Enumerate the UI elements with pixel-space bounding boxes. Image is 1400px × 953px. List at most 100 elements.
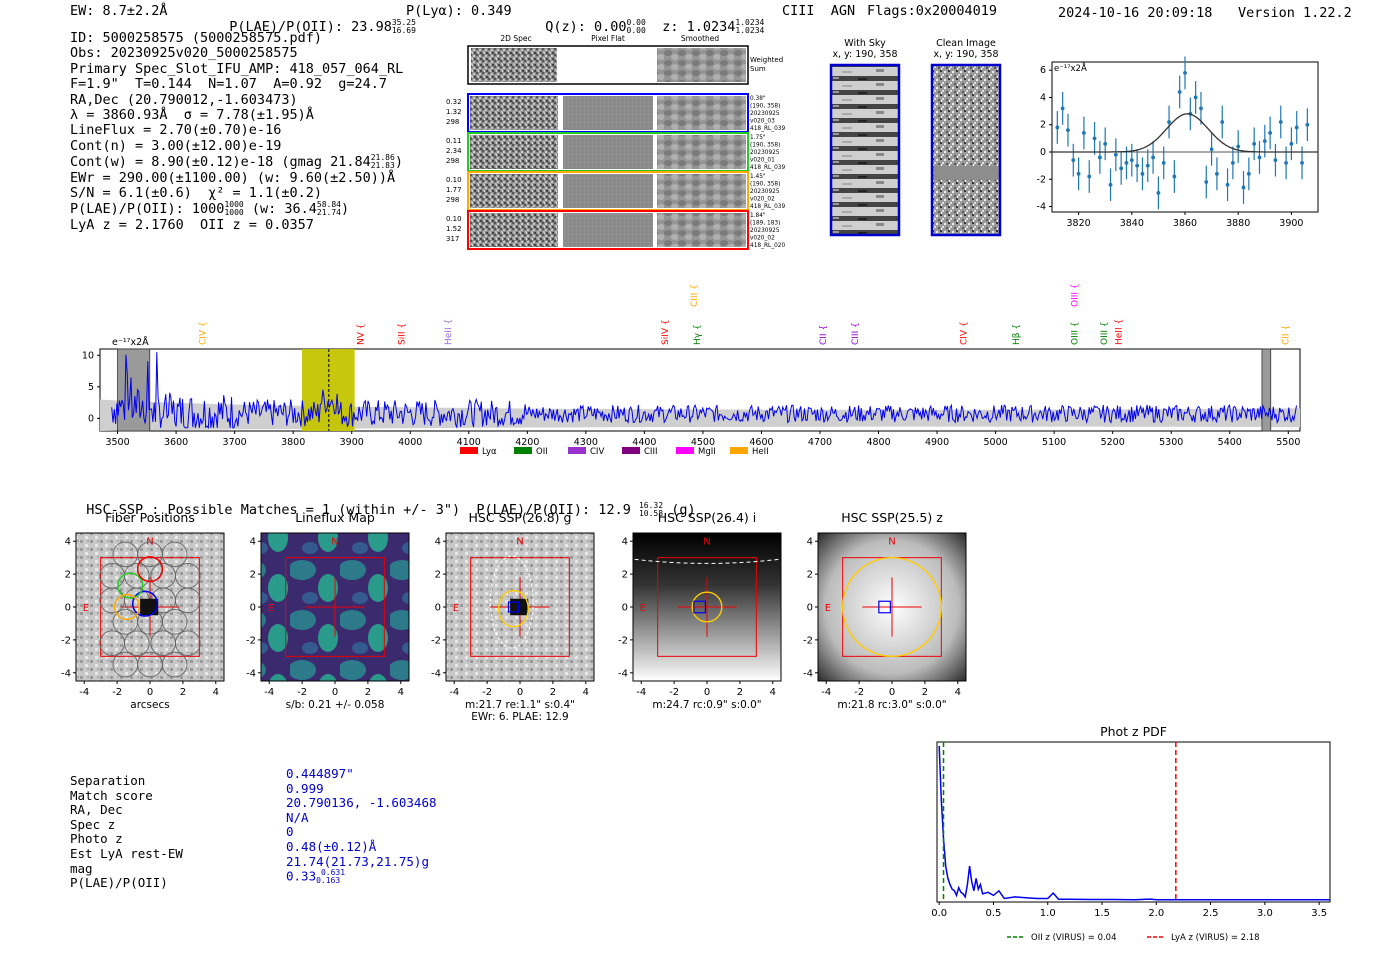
linefit-point <box>1177 90 1182 94</box>
cutout-ytick-label: -4 <box>431 668 441 679</box>
match-value: 20.790136, -1.603468 <box>286 795 437 811</box>
cutout-xtick-label: 0 <box>704 687 710 698</box>
spectrum-legend-swatch <box>514 447 532 454</box>
spectrum-xtick-label: 3900 <box>340 437 364 448</box>
spectrum-xtick-label: 4100 <box>457 437 481 448</box>
linefit-point <box>1129 158 1134 163</box>
linefit-point <box>1172 174 1177 179</box>
weighted-sum-smoothed <box>657 48 746 82</box>
info-lya-z: LyA z = 2.1760 OII z = 0.0357 <box>70 216 314 233</box>
spectrum-line-label: CII { <box>1281 325 1291 345</box>
cutout-xtick-label: -2 <box>112 687 122 698</box>
linefit-point <box>1204 180 1209 184</box>
spectrum-line-label: HeII { <box>444 319 454 345</box>
linefit-point <box>1055 125 1060 130</box>
stamp-row-right-info: 20230925 <box>750 189 780 195</box>
spectrum-legend-swatch <box>730 447 748 454</box>
stamp-row-2dspec <box>470 174 558 208</box>
linefit-point <box>1060 106 1065 111</box>
cutout-compass-e: E <box>453 603 459 614</box>
stamp-row-2dspec <box>470 135 558 169</box>
spectrum-legend-label: Lyα <box>482 447 497 457</box>
cutout-xtick-label: 0 <box>517 687 523 698</box>
cutout-match-box <box>878 600 891 614</box>
info-radec: RA,Dec (20.790012,-1.603473) <box>70 91 298 108</box>
ccd-images <box>829 63 1002 237</box>
spectrum-legend-label: OII <box>536 447 548 457</box>
cutout-xtick-label: -4 <box>821 687 831 698</box>
cutout-xtick-label: -2 <box>297 687 307 698</box>
cutout-ytick-label: 2 <box>250 570 256 581</box>
cutout-aperture-box <box>100 557 200 657</box>
cutout-ytick-label: 4 <box>65 537 71 548</box>
cutout-xtick-label: 2 <box>922 687 928 698</box>
stamp-row-smoothed <box>657 135 746 169</box>
stamp-row-right-info: 20230925 <box>750 111 780 117</box>
spectrum-xtick-label: 3500 <box>105 437 129 448</box>
spectrum-xtick-label: 4300 <box>574 437 598 448</box>
spectrum-line-label: SiIV { <box>661 319 671 345</box>
cutout-title: Fiber Positions <box>105 510 195 525</box>
linefit-point <box>1140 171 1145 176</box>
spectrum-xtick-label: 4200 <box>515 437 539 448</box>
linefit-point <box>1246 171 1251 176</box>
cutout-highlight-fiber <box>131 590 159 617</box>
spectrum-line-label: SiII { <box>397 323 407 345</box>
photz-xtick-label: 2.5 <box>1203 908 1219 919</box>
linefit-xtick-label: 3840 <box>1120 218 1144 229</box>
linefit-point <box>1183 71 1187 75</box>
stamp-row-right-info: 1.84" <box>750 213 766 219</box>
stamp-row-left-stat: 0.10 <box>446 176 462 184</box>
stamp-row-left-stat: 0.10 <box>446 215 462 223</box>
cutout-compass-e: E <box>83 603 89 614</box>
stamp-row-pixelflat <box>563 135 653 169</box>
info-lineflux: LineFlux = 2.70(±0.70)e-16 <box>70 122 282 139</box>
linefit-ytick-label: 4 <box>1040 92 1046 103</box>
detection-info: ID: 5000258575 (5000258575.pdf) Obs: 202… <box>70 30 404 233</box>
cutout-compass-n: N <box>888 537 895 548</box>
linefit-point <box>1082 131 1086 135</box>
info-primary: Primary Spec_Slot_IFU_AMP: 418_057_064_R… <box>70 60 404 77</box>
match-label: Match score <box>70 787 153 803</box>
linefit-point <box>1284 161 1288 165</box>
match-value: N/A <box>286 809 309 825</box>
cutout-xtick-label: -4 <box>264 687 274 698</box>
weighted-sum-label-1: Weighted <box>750 56 783 64</box>
stamp-row-left-stat: 298 <box>446 118 459 126</box>
cutout-ytick-label: 4 <box>435 537 441 548</box>
linefit-point <box>1278 120 1283 124</box>
header-timestamp: 2024-10-16 20:09:18 <box>1058 5 1213 21</box>
linefit-point <box>1076 171 1081 176</box>
line-fit-chart: e⁻¹⁷x2Å 3820 3840 3860 3880 3900 -4 -2 0 2 4 6 <box>1037 56 1319 229</box>
linefit-ytick-label: 6 <box>1040 65 1046 76</box>
spectrum-unit-label: e⁻¹⁷x2Å <box>112 336 149 348</box>
stamp-row-left-stat: 2.34 <box>446 147 462 155</box>
cutout-xtick-label: 0 <box>889 687 895 698</box>
spectrum-xtick-label: 3600 <box>164 437 188 448</box>
linefit-ytick-label: 2 <box>1040 120 1046 131</box>
cutout-ytick-label: -4 <box>61 668 71 679</box>
with-sky-title: With Sky <box>844 38 886 49</box>
hsc-title: HSC-SSP : Possible Matches = 1 (within +… <box>86 501 696 519</box>
spectrum-flux-line <box>111 352 1297 430</box>
cutout-highlight-fiber <box>117 572 144 599</box>
match-label: Spec z <box>70 816 116 832</box>
cutout-ytick-label: 0 <box>807 603 813 614</box>
stamp-row-smoothed <box>657 174 746 208</box>
linefit-point <box>1262 139 1267 143</box>
match-value: 0.444897" <box>286 766 354 781</box>
linefit-point <box>1257 155 1262 160</box>
spectrum-xtick-label: 3800 <box>281 437 305 448</box>
linefit-point <box>1268 131 1273 135</box>
spectrum-legend-swatch <box>676 447 694 454</box>
stamp-row-left-stat: 0.11 <box>446 137 462 145</box>
cutout-ytick-label: -2 <box>803 635 813 646</box>
stamp-row-left-stat: 0.32 <box>446 98 462 106</box>
with-sky-header: With Sky x, y: 190, 358 <box>828 38 902 60</box>
cutout-aperture-box <box>470 557 570 657</box>
linefit-point <box>1220 120 1225 124</box>
clean-image <box>930 63 1002 237</box>
linefit-point <box>1097 155 1102 160</box>
cutout-ytick-label: 2 <box>435 570 441 581</box>
spectrum-xtick-label: 4600 <box>749 437 773 448</box>
